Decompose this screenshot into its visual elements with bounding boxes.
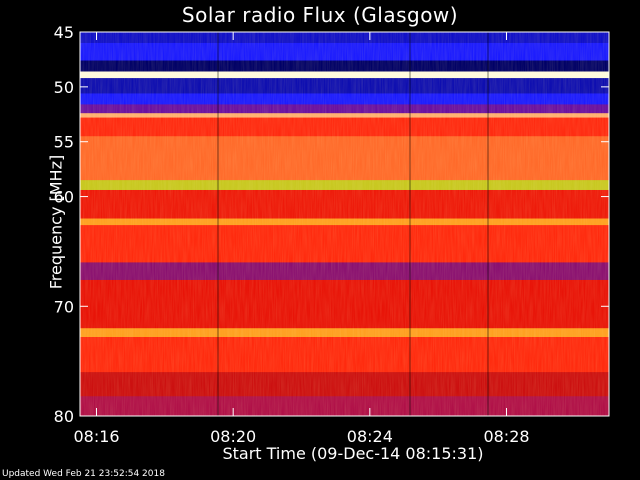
- y-tick-label: 70: [54, 297, 74, 316]
- y-tick-label: 80: [54, 407, 74, 426]
- x-tick-label: 08:16: [73, 427, 119, 446]
- x-tick-label: 08:28: [483, 427, 529, 446]
- chart-title: Solar radio Flux (Glasgow): [181, 3, 459, 27]
- x-axis-label: Start Time (09-Dec-14 08:15:31): [222, 444, 484, 463]
- y-tick-label: 50: [54, 78, 74, 97]
- y-tick-label: 45: [54, 23, 74, 42]
- y-tick-label: 60: [54, 188, 74, 207]
- y-tick-label: 55: [54, 133, 74, 152]
- x-tick-label: 08:24: [347, 427, 393, 446]
- updated-timestamp: Updated Wed Feb 21 23:52:54 2018: [2, 469, 165, 479]
- x-tick-label: 08:20: [210, 427, 256, 446]
